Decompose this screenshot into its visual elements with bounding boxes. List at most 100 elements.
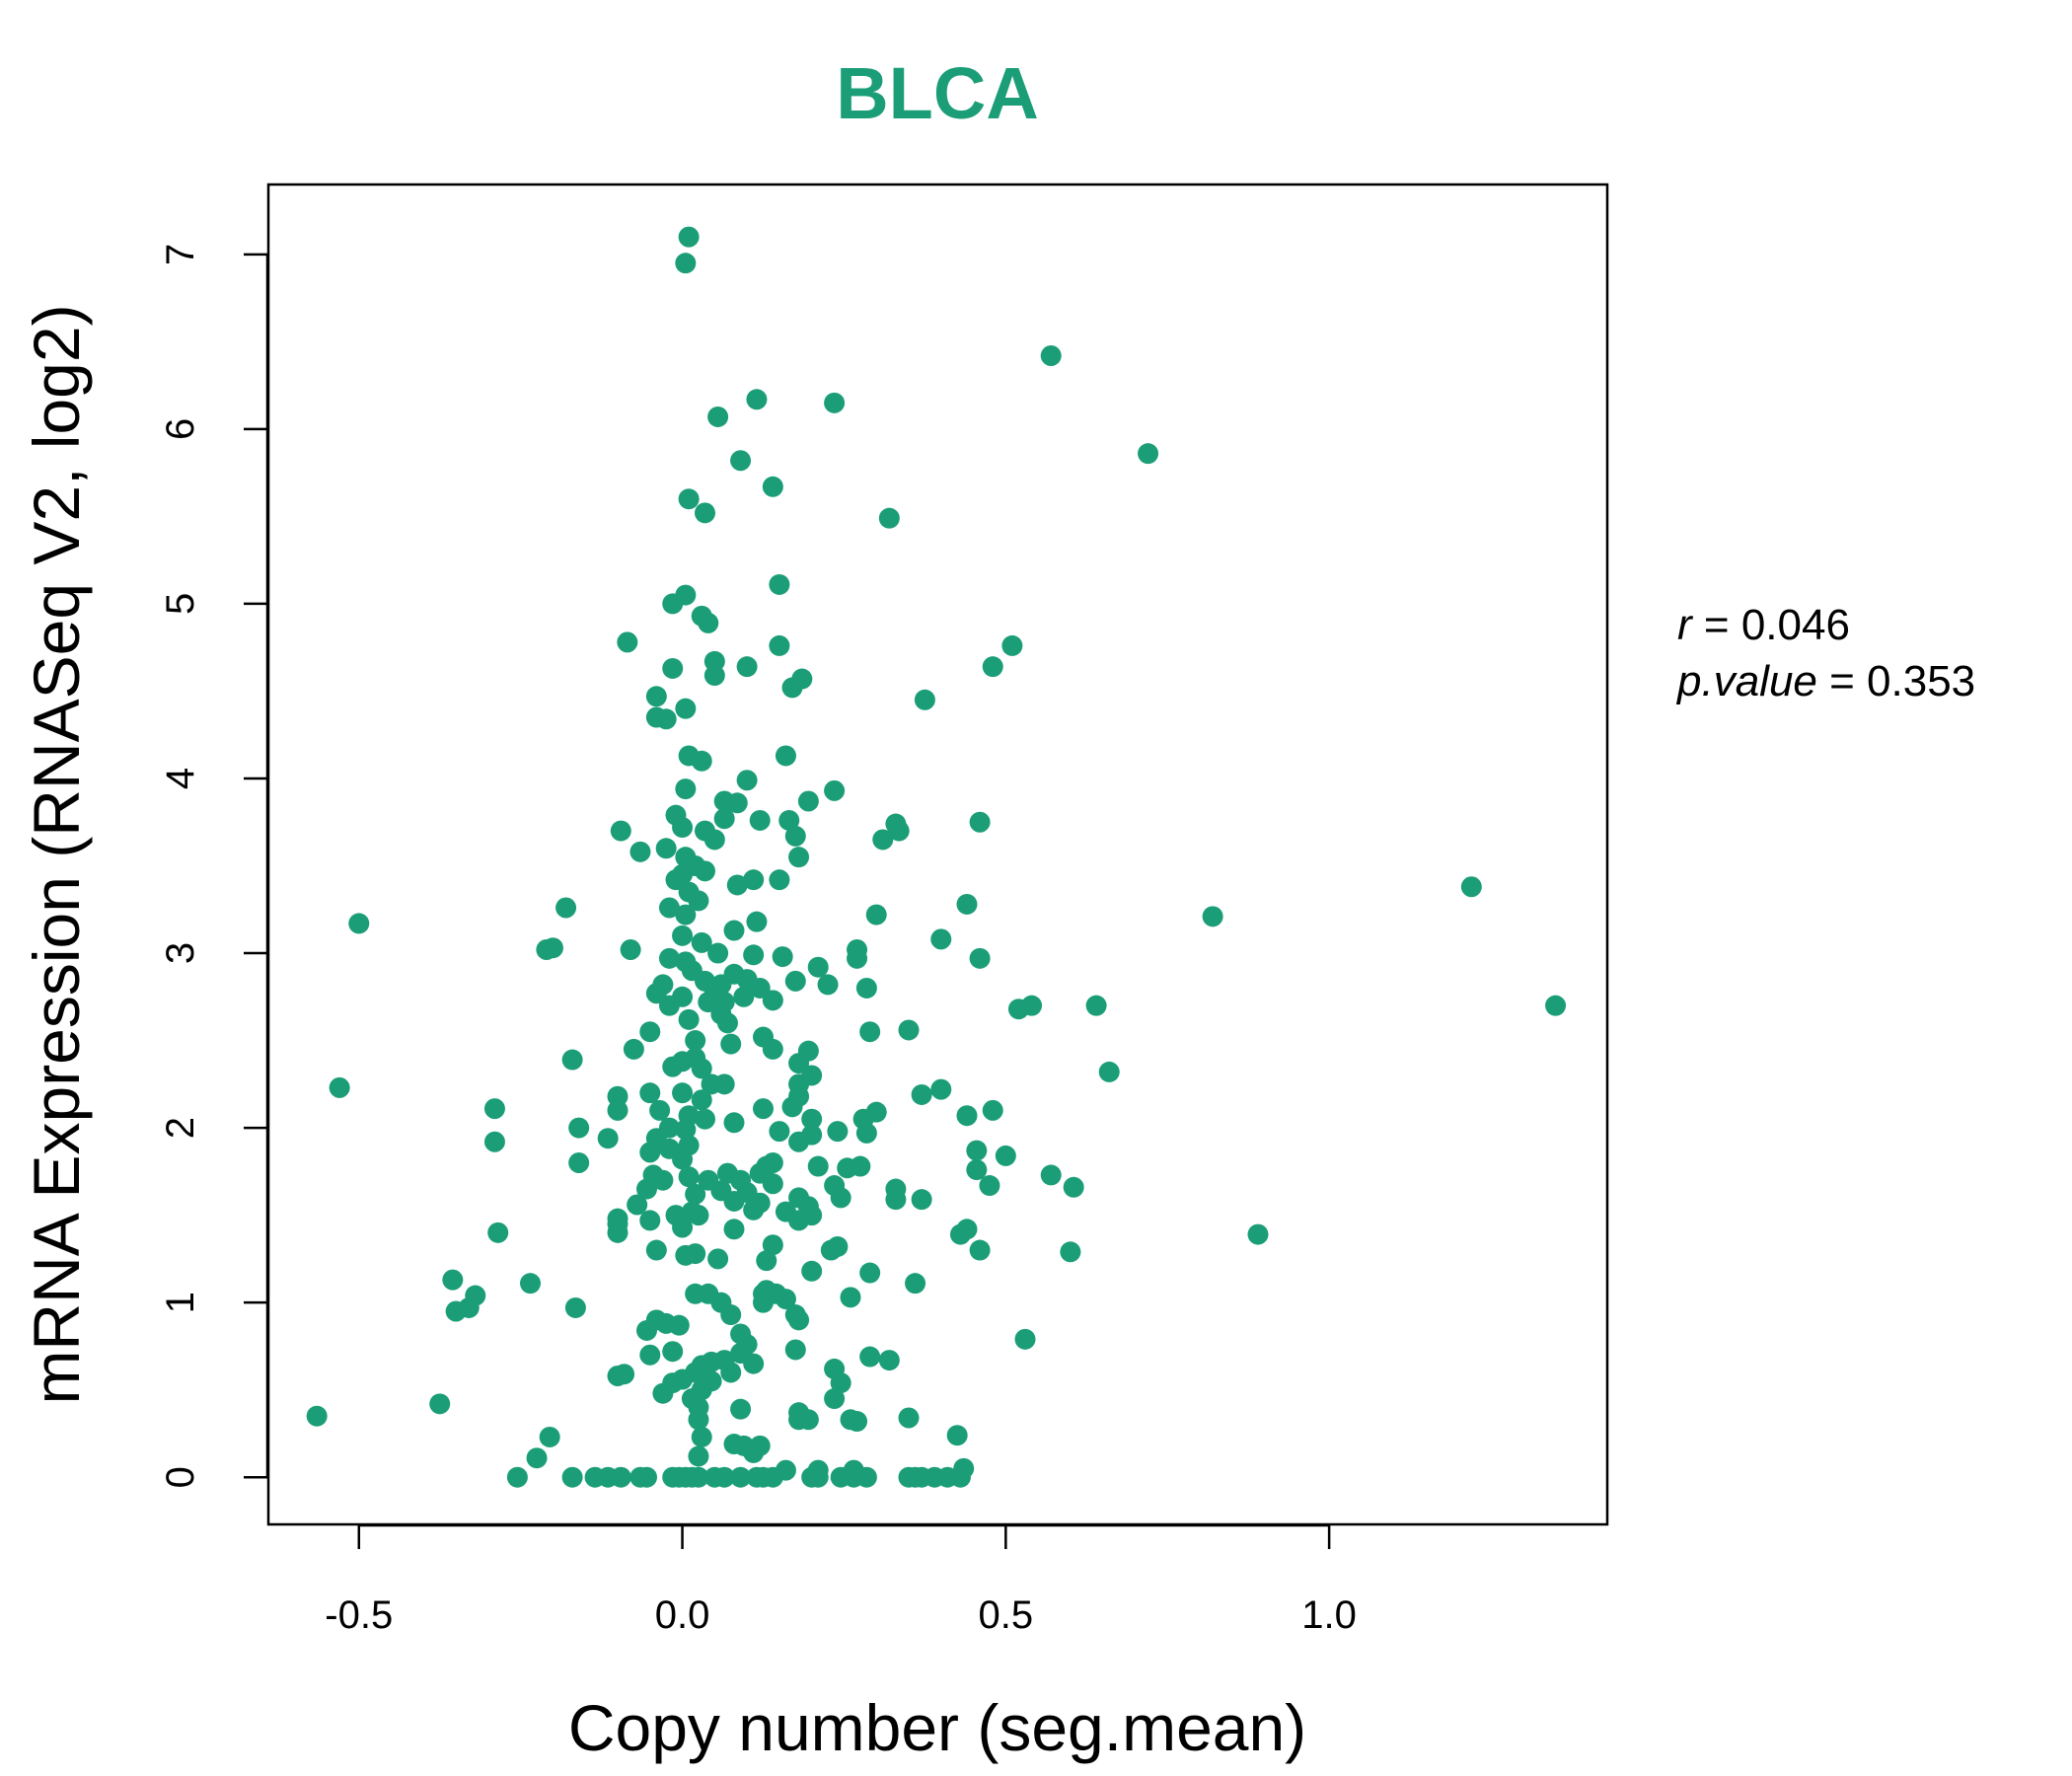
data-point xyxy=(930,1078,952,1100)
data-point xyxy=(726,874,748,896)
data-point xyxy=(855,1122,877,1144)
data-point xyxy=(639,1344,661,1366)
data-point xyxy=(645,983,667,1004)
data-point xyxy=(691,750,712,772)
data-point xyxy=(662,1341,684,1363)
data-point xyxy=(707,1248,729,1270)
data-point xyxy=(769,634,790,656)
x-tick-label: 1.0 xyxy=(1301,1593,1357,1637)
data-point xyxy=(827,1121,849,1143)
data-point xyxy=(542,937,563,959)
data-point xyxy=(723,1219,745,1240)
data-point xyxy=(784,825,806,847)
x-tick-label: 0.5 xyxy=(979,1593,1034,1637)
data-point xyxy=(487,1221,509,1243)
data-point xyxy=(946,1425,968,1446)
data-point xyxy=(855,1466,877,1488)
y-tick-label: 3 xyxy=(159,942,202,964)
data-point xyxy=(691,1058,712,1079)
data-point xyxy=(756,1250,777,1272)
data-point xyxy=(639,1082,661,1104)
data-point xyxy=(691,1089,712,1111)
data-point xyxy=(607,1099,629,1121)
data-point xyxy=(672,1082,694,1104)
data-point xyxy=(830,1187,851,1209)
p-value-value: 0.353 xyxy=(1867,657,1975,705)
data-point xyxy=(1007,999,1029,1020)
data-point xyxy=(1202,906,1223,927)
data-point xyxy=(801,1260,823,1282)
data-point xyxy=(720,1362,742,1383)
data-point xyxy=(733,986,755,1007)
data-point xyxy=(306,1405,328,1427)
data-point xyxy=(1085,995,1107,1016)
data-point xyxy=(688,1445,709,1467)
data-point xyxy=(607,1366,629,1387)
data-point xyxy=(788,1053,810,1074)
data-point xyxy=(1040,345,1062,367)
data-point xyxy=(966,1159,988,1181)
data-point xyxy=(956,1105,978,1127)
data-point xyxy=(781,677,803,699)
data-point xyxy=(713,1466,735,1488)
data-point xyxy=(824,779,846,801)
data-point xyxy=(639,1021,661,1043)
data-point xyxy=(772,946,793,968)
data-point xyxy=(743,944,765,966)
data-point xyxy=(949,1466,971,1488)
data-point xyxy=(723,1190,745,1212)
data-point xyxy=(736,770,758,791)
data-point xyxy=(645,1239,667,1261)
p-value-label: p.value xyxy=(1675,657,1817,705)
data-point xyxy=(568,1151,590,1173)
data-point xyxy=(743,1442,765,1463)
data-point xyxy=(658,897,680,919)
data-point xyxy=(610,1466,631,1488)
data-point xyxy=(1001,634,1023,656)
data-point xyxy=(561,1466,583,1488)
data-point xyxy=(672,925,694,946)
data-point xyxy=(658,995,680,1016)
data-point xyxy=(1460,876,1482,898)
data-point xyxy=(956,893,978,915)
data-point xyxy=(762,1466,783,1488)
data-point xyxy=(784,970,806,992)
data-point xyxy=(824,392,846,413)
data-point xyxy=(743,1199,765,1221)
data-point xyxy=(982,656,1003,678)
data-point xyxy=(662,657,684,679)
data-point xyxy=(775,745,796,767)
x-axis: -0.5 0.0 0.5 1.0 xyxy=(325,1523,1357,1637)
data-point xyxy=(520,1273,541,1295)
data-point xyxy=(801,1108,823,1130)
data-point xyxy=(672,817,694,839)
data-point xyxy=(1040,1164,1062,1186)
data-point xyxy=(969,811,991,833)
data-point xyxy=(898,1407,920,1429)
data-point xyxy=(539,1426,560,1447)
data-point xyxy=(930,928,952,950)
x-tick-label: -0.5 xyxy=(325,1593,393,1637)
data-point xyxy=(807,956,829,978)
data-point xyxy=(730,1398,752,1420)
data-point xyxy=(665,869,687,891)
data-point xyxy=(743,1353,765,1374)
data-point xyxy=(859,1262,881,1284)
data-point xyxy=(695,860,715,882)
data-point xyxy=(788,1309,810,1331)
data-point xyxy=(781,1096,803,1118)
data-point xyxy=(726,792,748,814)
data-point xyxy=(623,1038,644,1060)
data-point xyxy=(691,931,712,953)
data-point xyxy=(678,1166,700,1188)
data-point xyxy=(564,1296,586,1318)
data-point xyxy=(979,1175,1000,1197)
data-point xyxy=(645,686,667,707)
p-value-statistic: p.value = 0.353 xyxy=(1675,657,1975,705)
data-point xyxy=(840,1287,861,1308)
data-point xyxy=(817,974,839,996)
data-point xyxy=(678,488,700,510)
data-point xyxy=(723,1112,745,1134)
data-point xyxy=(905,1273,926,1295)
data-point xyxy=(668,1314,690,1336)
